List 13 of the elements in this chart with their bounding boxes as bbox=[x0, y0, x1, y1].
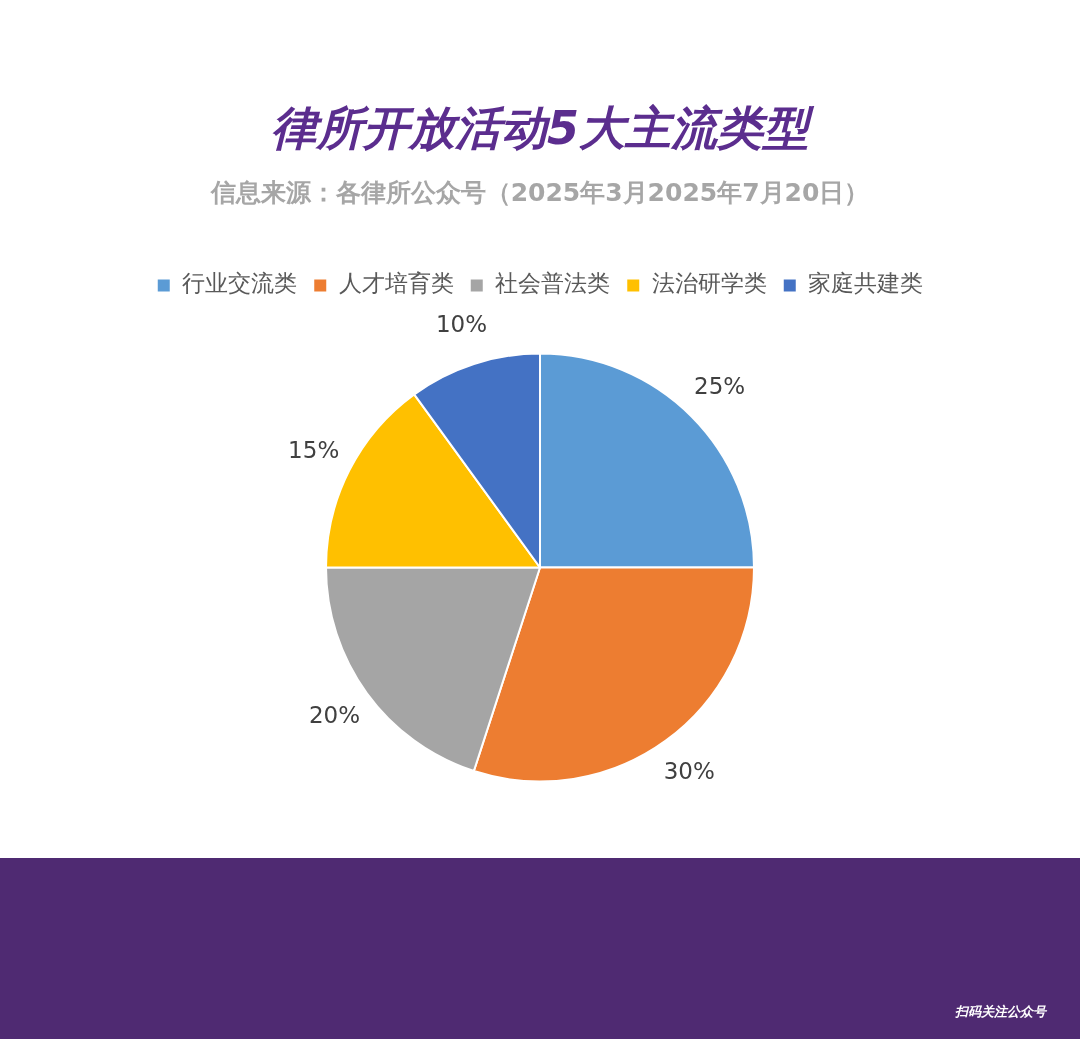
legend-label: 行业交流类 bbox=[182, 270, 298, 297]
legend-label: 社会普法类 bbox=[495, 270, 611, 297]
chart-subtitle: 信息来源：各律所公众号（2025年3月2025年7月20日） bbox=[209, 177, 871, 209]
data-label: 20% bbox=[308, 701, 361, 728]
text: 扫码关注公众号 bbox=[953, 1003, 1048, 1021]
data-label: 10% bbox=[435, 310, 488, 337]
legend-label: 法治研学类 bbox=[651, 270, 767, 297]
legend-label: 家庭共建类 bbox=[808, 270, 924, 297]
legend-label: 人才培育类 bbox=[338, 270, 454, 297]
data-label: 25% bbox=[694, 372, 746, 399]
data-label: 15% bbox=[288, 437, 340, 464]
data-label: 30% bbox=[663, 757, 715, 784]
chart-title: 律所开放活动5大主流类型 bbox=[270, 100, 815, 157]
